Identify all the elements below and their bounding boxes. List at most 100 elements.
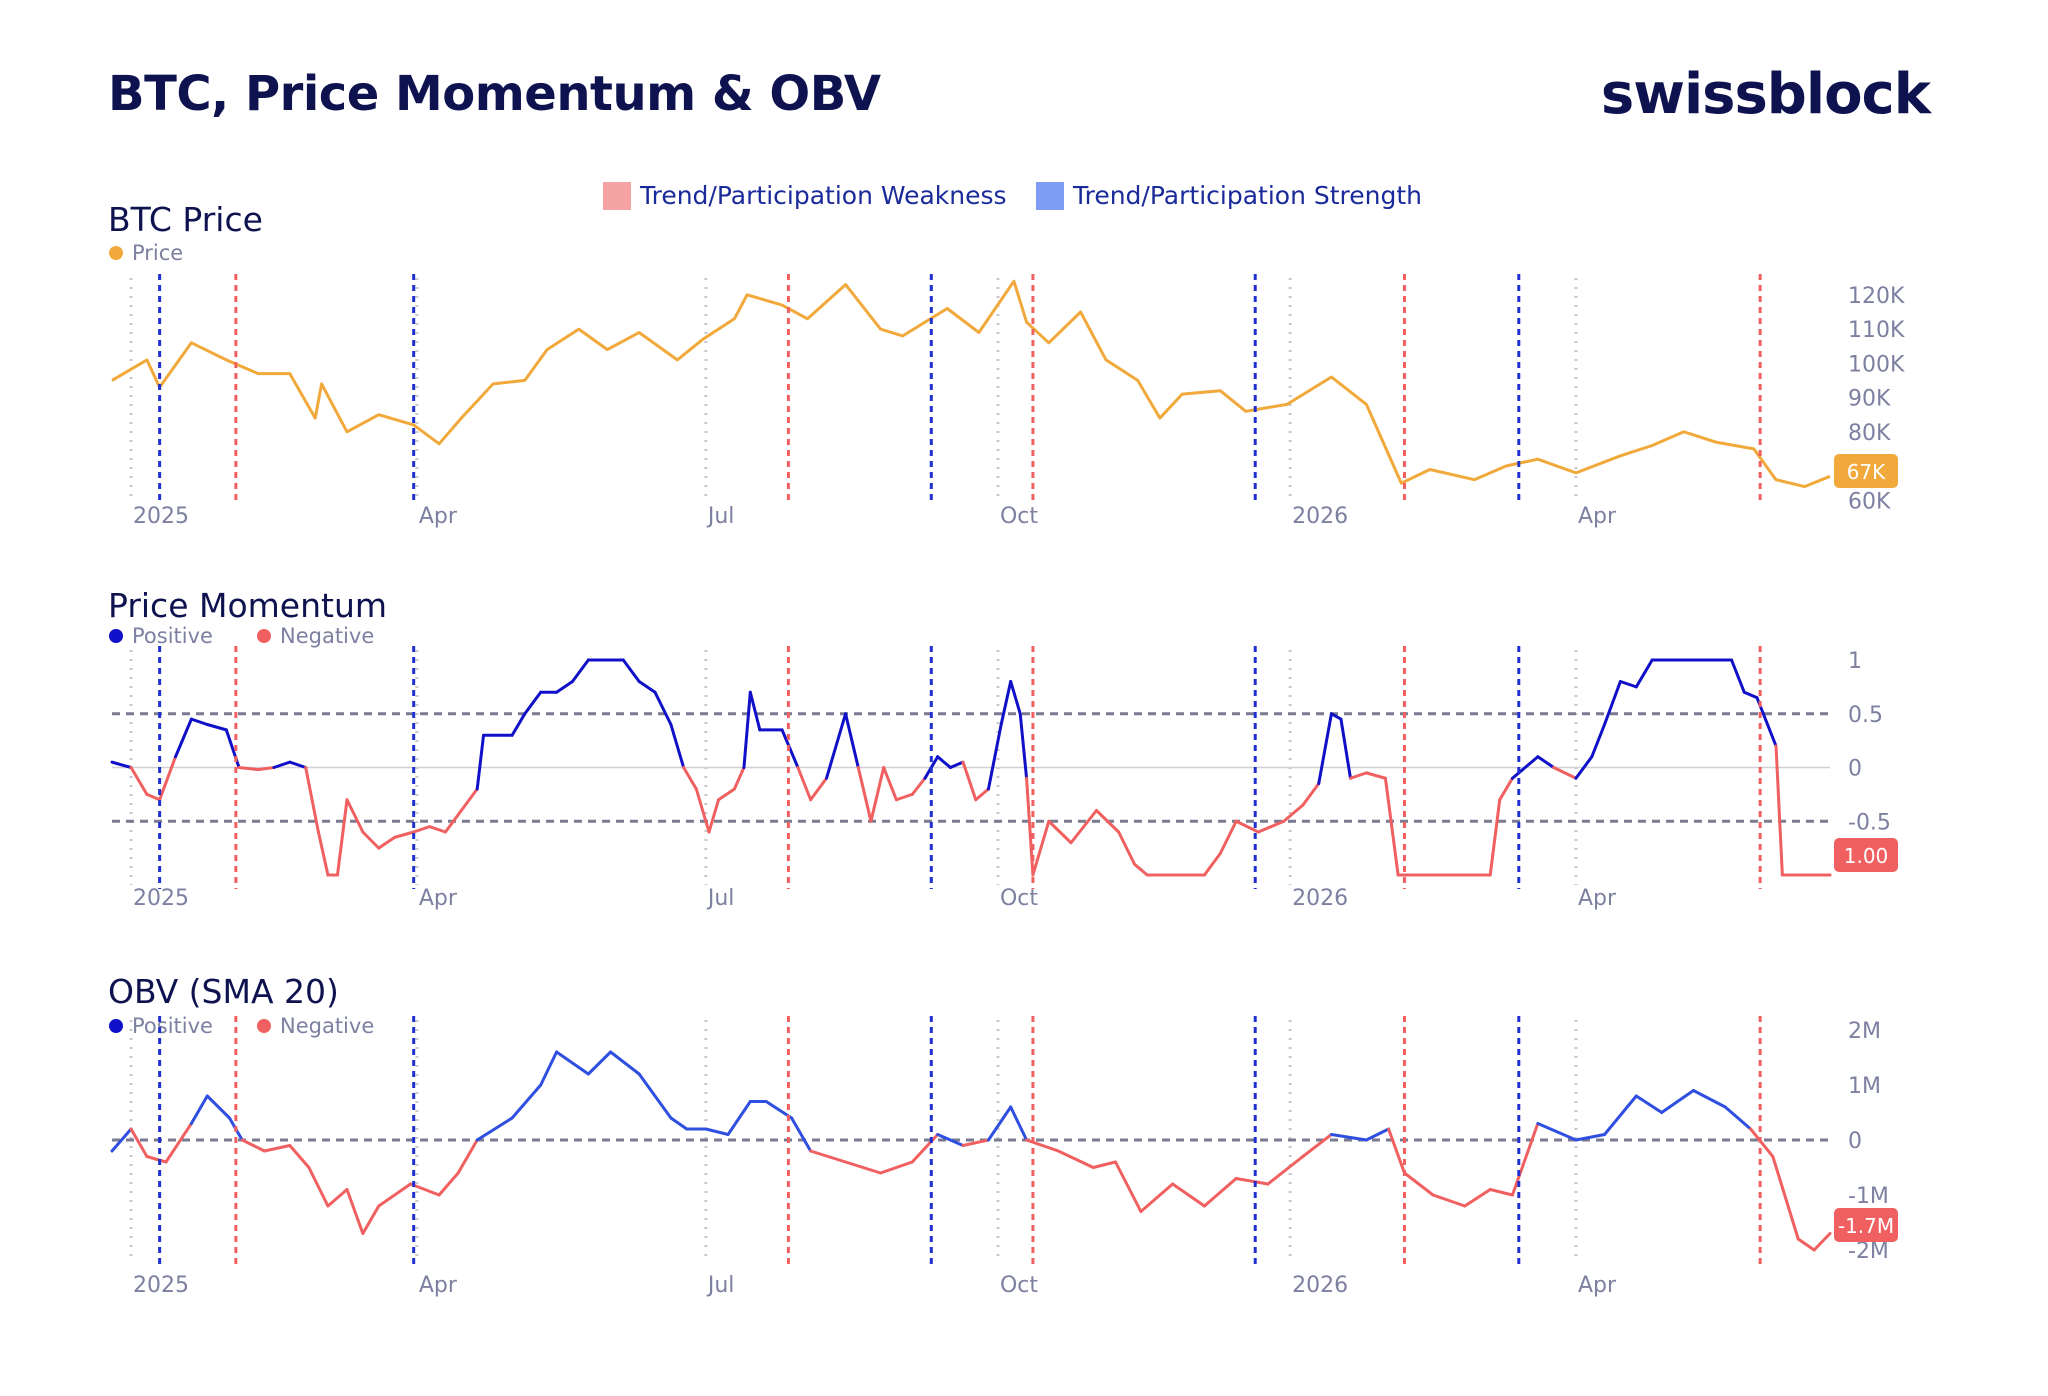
series-segment [539,1050,559,1087]
series-segment [1749,1127,1775,1158]
series-segment [1234,1177,1270,1186]
y-tick-label: 0 [1848,757,1862,782]
series-segment [707,798,721,834]
series-segment [145,792,162,802]
x-tick-label: Oct [1000,886,1038,911]
series-segment [475,733,486,791]
x-tick-label: 2025 [133,1273,189,1298]
series-segment [205,1094,231,1120]
series-segment [189,717,209,726]
last-value-badge [1834,454,1898,488]
panel-title: Price Momentum [108,586,387,625]
series-segment [189,1094,209,1125]
series-segment [1510,1122,1540,1197]
series-segment [1603,680,1622,726]
series-segment [1574,1133,1607,1142]
x-tick-label: 2025 [133,504,189,529]
series-segment [326,1188,349,1208]
series-segment [361,830,381,850]
series-segment [717,787,736,802]
series-segment [1117,830,1137,866]
series-segment [1364,771,1387,780]
series-segment [653,690,673,726]
series-segment [669,1116,689,1131]
series-segment [961,1138,990,1147]
series-segment [1402,1171,1435,1197]
series-segment [164,1122,193,1164]
series-segment [1768,728,1778,748]
y-tick-label: 0 [1848,1129,1862,1154]
y-tick-label: 60K [1848,489,1891,514]
series-segment [844,1160,882,1175]
series-segment [682,766,698,791]
series-segment [1301,782,1321,807]
series-segment [555,680,574,694]
series-segment [129,766,149,796]
series-segment [669,723,686,769]
x-tick-label: Apr [419,886,458,911]
series-segment [780,728,800,769]
series-segment [1660,1089,1695,1114]
series-segment [1025,1138,1060,1153]
x-tick-label: 2026 [1292,886,1348,911]
series-segment [304,766,320,834]
series-segment [1488,798,1502,877]
series-segment [307,1166,330,1208]
series-segment [428,825,447,834]
series-segment [555,1050,590,1076]
y-tick-label: 80K [1848,421,1891,446]
series-segment [288,760,308,769]
legend-dot [109,629,123,643]
y-tick-label: 1 [1848,649,1862,674]
y-tick-label: 1M [1848,1074,1881,1099]
series-segment [961,760,978,802]
series-segment [475,1116,514,1142]
panel-title: OBV (SMA 20) [108,972,339,1011]
series-segment [272,760,292,769]
series-segment [1364,1127,1391,1142]
x-tick-label: Jul [706,504,735,529]
series-segment [1133,862,1149,877]
series-segment [1339,717,1352,780]
series-segment [1202,852,1222,877]
series-segment [345,1188,365,1235]
series-segment [1691,1089,1727,1109]
series-segment [1723,1105,1753,1131]
series-segment [345,798,365,834]
price-line [111,279,1831,489]
series-segment [790,1116,813,1153]
series-segment [110,1127,133,1153]
series-segment [974,787,990,802]
series-segment [129,1127,149,1158]
series-segment [910,776,927,796]
last-value-label: 67K [1847,460,1886,484]
series-segment [726,1100,752,1136]
series-segment [1018,712,1029,780]
series-segment [1202,1177,1238,1208]
series-segment [1094,809,1121,834]
series-segment [1329,1133,1368,1142]
x-tick-label: Oct [1000,1273,1038,1298]
series-segment [999,680,1013,726]
series-segment [1510,755,1540,780]
series-segment [609,1050,641,1076]
series-segment [393,830,416,839]
series-segment [1463,1188,1492,1208]
series-segment [1552,766,1578,780]
series-segment [986,723,1003,791]
series-segment [237,766,260,772]
y-tick-label: 0.5 [1848,703,1883,728]
series-segment [1266,1155,1305,1186]
y-tick-label: -2M [1848,1239,1889,1264]
series-segment [1139,1182,1175,1213]
last-value-label: 1.00 [1844,844,1889,868]
series-segment [1603,1094,1638,1136]
series-segment [361,1204,381,1235]
series-segment [158,755,178,802]
series-segment [1771,1155,1800,1241]
brand-logo: swissblock [1600,62,1931,127]
series-segment [1047,819,1073,845]
series-segment [1634,1094,1664,1114]
series-segment [205,723,228,732]
legend-label: Negative [280,624,374,648]
